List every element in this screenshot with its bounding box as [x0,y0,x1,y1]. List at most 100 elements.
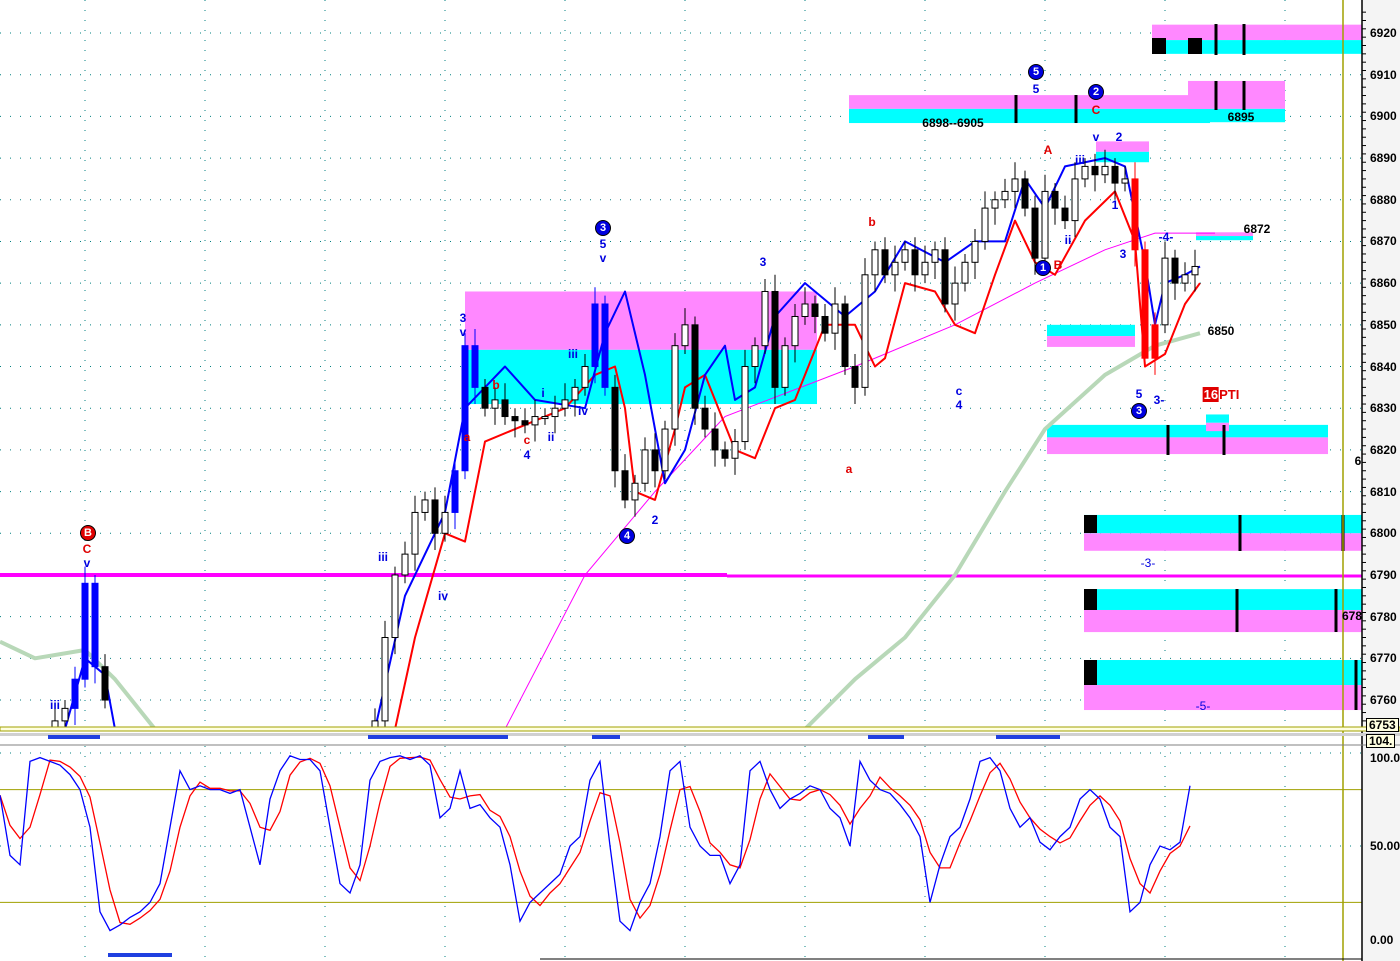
current-price-label: 6753 [1366,718,1399,732]
wave-label: A [1043,143,1053,157]
candle-body [881,249,889,276]
candle-body [1161,257,1169,326]
price-tick-label: 6890 [1370,151,1397,166]
price-zone [1152,40,1362,54]
price-zone [1196,236,1253,241]
price-zone [1206,422,1229,432]
wave-label: ii [547,430,555,444]
candle-body [731,441,739,459]
level-label: 6 [1354,454,1362,468]
wave-label: 5 [1135,387,1143,401]
price-zone [849,95,1210,109]
candle-body [1121,178,1129,184]
zone-marker [1188,38,1202,54]
price-tick-label: 6760 [1370,693,1397,708]
candle-body [931,249,939,263]
candle-body [101,666,109,701]
price-tick-label: 6820 [1370,442,1397,457]
price-zone [1084,589,1362,610]
candle-body [791,315,799,347]
price-tick-label: 6830 [1370,401,1397,416]
price-zone [1196,232,1253,237]
candle-body [901,249,909,263]
wave-label: C [82,542,92,556]
zone-label: -5- [1195,699,1211,713]
candle-body [1191,265,1199,276]
level-label: 6850 [1207,324,1235,338]
wave-label: iii [377,550,389,564]
wave-label: iv [437,589,449,603]
price-tick-label: 6910 [1370,67,1397,82]
wave-label: b [868,215,876,229]
candle-body [721,449,729,459]
price-zone [1096,141,1149,152]
wave-label: v [83,556,91,570]
candle-body [71,678,79,709]
candle-body [581,366,589,388]
wave-label: -4- [1158,230,1174,244]
osc-red-line [0,756,1191,925]
wave-label: 5 [599,237,607,251]
candle-body [681,324,689,347]
candle-body [751,345,759,368]
wave-label: a [463,430,471,444]
candle-body [551,407,559,418]
candle-body [1071,178,1079,222]
price-tick-label: 6840 [1370,359,1397,374]
pti-count: 16 [1202,387,1220,402]
wave-label: v [459,325,467,339]
candle-body [1131,178,1139,251]
sage-moving-average-line [0,331,1201,727]
candle-body [841,303,849,368]
price-zone [465,291,817,350]
candle-body [861,274,869,388]
candle-body [1021,178,1029,209]
price-zone [1152,24,1362,41]
candle-body [501,399,509,418]
candle-body [441,511,449,534]
pane-separator [0,733,1400,736]
wave-label: C [1091,103,1101,117]
candle-body [381,637,389,722]
wave-circle-label: 4 [619,528,635,544]
candle-body [481,386,489,409]
candle-body [831,303,839,334]
price-zone [1084,514,1362,534]
pti-label: 16PTI [1202,387,1240,402]
candle-body [1031,207,1039,259]
osc-blue-line [0,755,1191,932]
price-tick-label: 6860 [1370,276,1397,291]
candle-body [401,553,409,576]
candle-body [961,261,969,284]
candle-body [51,720,59,727]
price-zone [1047,424,1328,438]
candle-body [821,315,829,334]
price-tick-label: 6810 [1370,484,1397,499]
candle-body [1101,165,1109,176]
wave-label: 1 [1111,198,1119,212]
wave-label: 4 [523,448,531,462]
zone-label: -3- [1140,556,1156,570]
candle-body [691,324,699,409]
wave-label: c [523,433,531,447]
wave-label: 3 [759,255,767,269]
zone-marker [1152,38,1166,54]
candle-body [571,386,579,401]
price-zone [849,108,1210,124]
candle-body [81,582,89,680]
level-label: 6895 [1227,110,1255,124]
wave-circle-label: 3 [1131,403,1147,419]
candle-body [421,499,429,513]
wave-label: i [541,386,545,400]
wave-circle-label: B [80,525,96,541]
pti-text: PTI [1219,387,1240,402]
price-zone [1047,336,1135,347]
wave-label: 3 [459,311,467,325]
candle-body [491,399,499,409]
candle-body [451,470,459,513]
wave-label: v [599,251,607,265]
candle-body [661,428,669,472]
price-zone [1188,80,1285,109]
price-zone [1084,533,1362,551]
wave-label: iii [567,347,579,361]
